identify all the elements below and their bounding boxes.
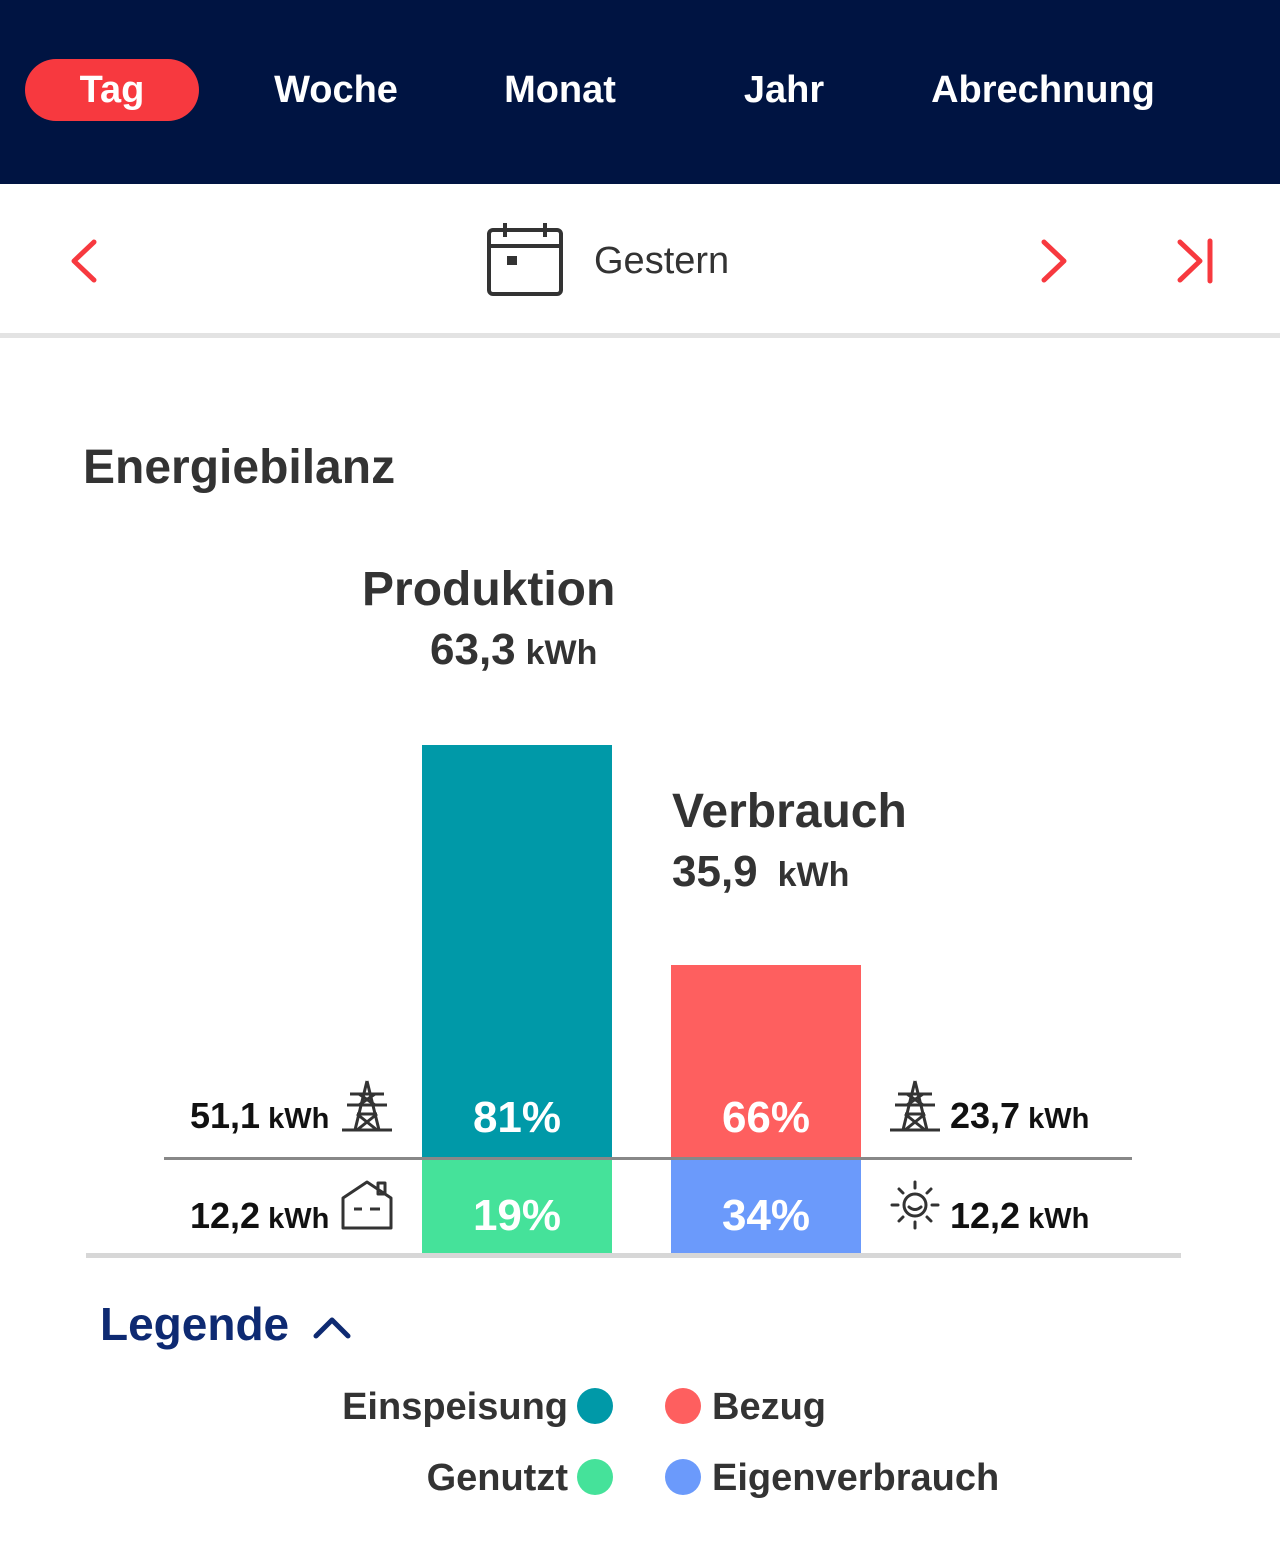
bar-bezug [671,964,861,1158]
percent-label-eigenverbrauch: 34% [721,1191,811,1240]
production-title: Produktion [362,563,616,616]
production-total-value: 63,3 [430,625,516,674]
tab-abrechnung[interactable]: Abrechnung [931,69,1155,111]
genutzt-value-number: 12,2 [190,1195,261,1236]
skip-to-end-icon [1177,238,1213,284]
eigenverbrauch-value: 12,2 kWh [950,1194,1089,1241]
legend-dot-eigenverbrauch [665,1459,701,1495]
legend-toggle[interactable]: Legende [100,1292,351,1356]
percent-label-einspeisung: 81% [472,1093,562,1142]
tab-woche[interactable]: Woche [274,69,398,111]
bar-eigenverbrauch [671,1158,861,1253]
legend-title: Legende [100,1298,290,1350]
jump-to-latest-button[interactable] [1168,232,1224,290]
production-total: 63,3 kWh [430,624,597,679]
bar-einspeisung [422,745,612,1158]
percent-label-genutzt: 19% [472,1191,562,1240]
bar-genutzt [422,1158,612,1253]
einspeisung-value-number: 51,1 [190,1095,261,1136]
period-tab-bar: Tag Woche Monat Jahr Abrechnung [0,0,1280,184]
chevron-left-icon [71,239,97,283]
date-bar-divider [0,333,1280,338]
segment-divider-line [164,1157,1132,1160]
consumption-total-unit: kWh [777,856,850,894]
tab-tag[interactable]: Tag [25,59,199,121]
legend-dot-einspeisung [577,1388,613,1424]
house-icon [340,1178,394,1237]
bezug-value: 23,7 kWh [950,1094,1089,1141]
legend-label-genutzt: Genutzt [426,1457,568,1499]
next-day-button[interactable] [1030,232,1080,290]
legend-label-bezug: Bezug [712,1386,826,1428]
bezug-value-number: 23,7 [950,1095,1021,1136]
date-navigation [0,184,1280,334]
legend-dot-genutzt [577,1459,613,1495]
chart-baseline [86,1253,1181,1258]
previous-day-button[interactable] [60,232,110,290]
eigenverbrauch-value-unit: kWh [1028,1203,1090,1235]
genutzt-value: 12,2 kWh [190,1194,329,1241]
eigenverbrauch-value-number: 12,2 [950,1195,1021,1236]
tab-jahr[interactable]: Jahr [743,69,825,111]
consumption-total-value: 35,9 [672,847,758,896]
legend-dot-bezug [665,1388,701,1424]
consumption-total: 35,9 kWh [672,846,849,901]
einspeisung-value: 51,1 kWh [190,1094,329,1141]
genutzt-value-unit: kWh [268,1203,330,1235]
percent-label-bezug: 66% [721,1093,811,1142]
bezug-value-unit: kWh [1028,1103,1090,1135]
consumption-title: Verbrauch [672,785,907,838]
production-total-unit: kWh [525,634,598,672]
sun-icon [888,1178,942,1237]
power-pylon-icon [340,1078,394,1139]
einspeisung-value-unit: kWh [268,1103,330,1135]
selected-date-label[interactable]: Gestern [594,240,730,282]
tab-monat[interactable]: Monat [504,69,616,111]
chevron-up-icon [313,1317,351,1339]
chevron-right-icon [1041,239,1067,283]
calendar-icon [487,223,563,296]
section-title: Energiebilanz [83,441,396,494]
power-pylon-icon [888,1078,942,1139]
legend-label-einspeisung: Einspeisung [342,1386,568,1428]
calendar-button[interactable] [486,220,566,300]
legend-label-eigenverbrauch: Eigenverbrauch [712,1457,1000,1499]
